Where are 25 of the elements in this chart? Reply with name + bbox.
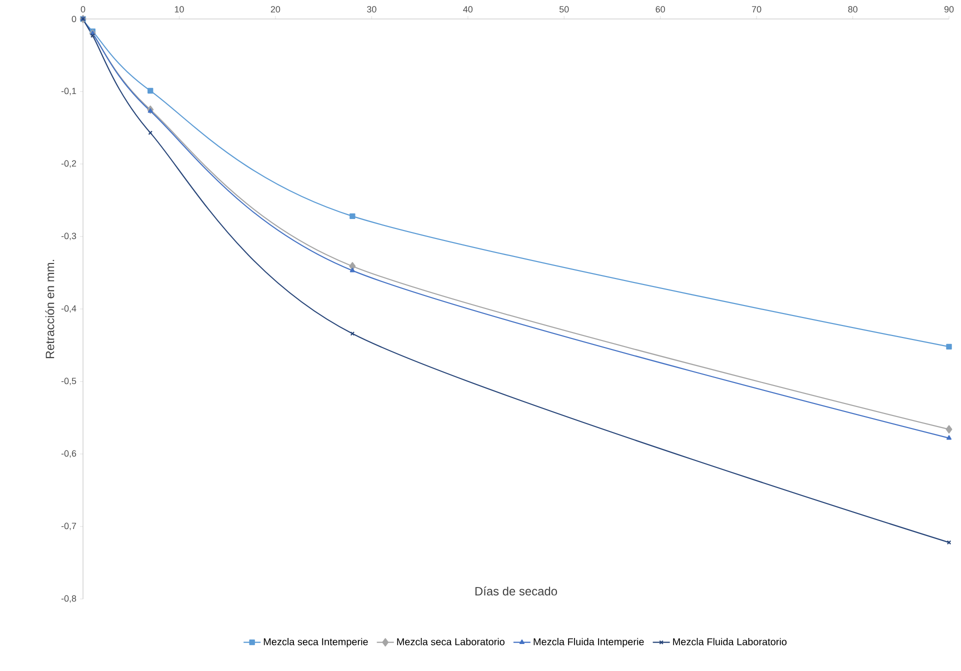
y-tick-label: -0,8 — [61, 595, 76, 603]
x-tick-label: 30 — [367, 6, 376, 12]
x-axis-title: Días de secado — [475, 586, 558, 596]
x-tick-label: 10 — [174, 6, 184, 12]
x-tick-label: 60 — [656, 6, 665, 12]
x-tick-label: 90 — [944, 6, 954, 12]
legend-label: Mezcla Fluida Intemperie — [534, 638, 644, 648]
x-tick-label: 50 — [559, 6, 569, 12]
x-tick-label: 80 — [848, 6, 858, 12]
y-tick-label: 0 — [72, 16, 76, 22]
y-tick-label: -0,5 — [61, 378, 76, 386]
y-tick-label: -0,6 — [61, 450, 76, 458]
y-tick-label: -0,7 — [61, 522, 76, 530]
x-tick-label: 20 — [270, 6, 280, 12]
y-tick-label: -0,1 — [61, 88, 76, 96]
legend-label: Mezcla seca Laboratorio — [397, 638, 504, 646]
x-tick-label: 40 — [463, 6, 473, 12]
y-tick-label: -0,2 — [61, 160, 76, 168]
y-tick-label: -0,4 — [61, 305, 76, 313]
y-tick-label: -0,3 — [61, 232, 76, 240]
x-tick-label: 70 — [752, 6, 762, 12]
legend-label: Mezcla Fluida Laboratorio — [673, 638, 787, 646]
legend-label: Mezcla seca Intemperie — [264, 638, 368, 648]
x-tick-label: 0 — [80, 6, 86, 12]
y-axis-title: Retracción en mm. — [45, 260, 54, 358]
